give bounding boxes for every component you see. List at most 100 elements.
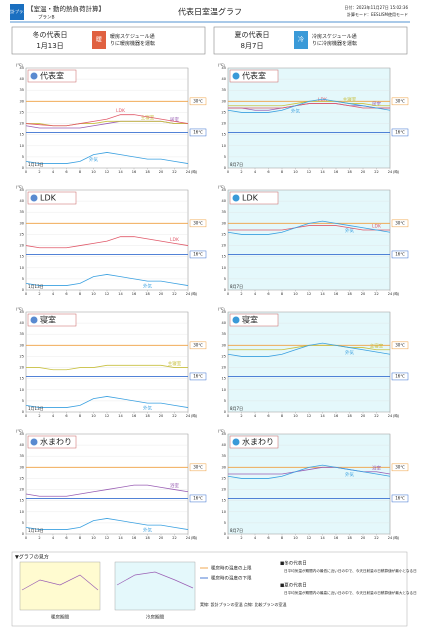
x-unit: (時) <box>191 535 198 540</box>
y-tick-label: 15 <box>222 377 226 381</box>
y-tick-label: 45 <box>222 310 226 314</box>
x-tick-label: 24 <box>186 536 191 540</box>
y-tick-label: 40 <box>20 321 24 325</box>
doc-title: 【室温・動的熱負荷計算】 <box>27 4 105 13</box>
series-line <box>227 342 391 357</box>
x-tick-label: 16 <box>334 536 338 540</box>
season-title: 夏の代表日 <box>235 30 270 39</box>
x-tick-label: 6 <box>267 170 269 174</box>
legend-title: ▼グラフの見方 <box>15 554 49 561</box>
x-tick-label: 10 <box>293 170 297 174</box>
y-tick-label: 5 <box>22 521 24 525</box>
y-tick-label: 30 <box>20 221 24 225</box>
x-tick-label: 4 <box>52 170 55 174</box>
x-tick-label: 22 <box>374 414 378 418</box>
y-tick-label: 20 <box>222 488 226 492</box>
x-tick-label: 0 <box>25 292 27 296</box>
x-tick-label: 18 <box>347 292 351 296</box>
x-tick-label: 10 <box>91 414 95 418</box>
y-unit: (℃) <box>16 63 23 67</box>
y-tick-label: 30 <box>20 99 24 103</box>
legend-sample-line <box>21 574 99 591</box>
x-tick-label: 18 <box>347 170 351 174</box>
day-label: 8月7日 <box>230 406 243 411</box>
room-icon <box>232 438 240 446</box>
ref-label: 16℃ <box>193 495 203 500</box>
x-tick-label: 16 <box>132 292 136 296</box>
panel-title-box <box>27 191 77 205</box>
y-tick-label: 40 <box>222 443 226 447</box>
ref-box <box>189 494 207 503</box>
x-tick-label: 22 <box>172 292 176 296</box>
x-tick-label: 20 <box>361 536 365 540</box>
x-tick-label: 22 <box>172 414 176 418</box>
x-tick-label: 0 <box>227 536 229 540</box>
season-icon-text: 暖 <box>96 36 102 44</box>
x-tick-label: 22 <box>374 170 378 174</box>
y-tick-label: 10 <box>20 510 24 514</box>
series-line <box>25 484 189 497</box>
series-line <box>227 98 391 113</box>
ref-box <box>391 219 409 228</box>
x-tick-label: 12 <box>105 414 109 418</box>
panel-title-box <box>27 69 77 83</box>
x-tick-label: 22 <box>374 292 378 296</box>
y-tick-label: 45 <box>222 188 226 192</box>
legend-footnote: 実線: 設計プランの室温 点線: 比較プランの室温 <box>200 601 287 607</box>
ref-label: 30℃ <box>395 464 405 469</box>
x-tick-label: 12 <box>307 414 311 418</box>
ref-box <box>391 97 409 106</box>
y-tick-label: 15 <box>222 133 226 137</box>
x-tick-label: 20 <box>361 414 365 418</box>
ref-label: 30℃ <box>395 342 405 347</box>
x-tick-label: 16 <box>334 292 338 296</box>
y-tick-label: 40 <box>20 77 24 81</box>
y-tick-label: 5 <box>22 399 24 403</box>
x-tick-label: 16 <box>334 170 338 174</box>
y-unit: (℃) <box>218 429 225 433</box>
y-tick-label: 20 <box>20 244 24 248</box>
plot-bg <box>25 67 189 169</box>
x-tick-label: 12 <box>307 292 311 296</box>
series-label: 浴室 <box>372 464 381 471</box>
x-tick-label: 0 <box>227 170 229 174</box>
ref-box <box>189 463 207 472</box>
series-label: LDK <box>372 224 382 230</box>
x-tick-label: 16 <box>132 536 136 540</box>
ref-box <box>189 128 207 137</box>
room-icon <box>30 72 38 80</box>
y-tick-label: 10 <box>222 510 226 514</box>
ref-label: 16℃ <box>193 129 203 134</box>
x-unit: (時) <box>191 413 198 418</box>
x-unit: (時) <box>393 413 400 418</box>
y-tick-label: 20 <box>222 122 226 126</box>
y-tick-label: 30 <box>20 343 24 347</box>
series-label: 外気 <box>345 349 354 356</box>
x-tick-label: 2 <box>240 536 242 540</box>
y-tick-label: 35 <box>222 88 226 92</box>
season-title: 冬の代表日 <box>33 30 68 39</box>
x-tick-label: 20 <box>159 414 163 418</box>
season-box <box>213 26 408 55</box>
room-icon <box>30 438 38 446</box>
series-line <box>227 464 391 479</box>
badge <box>10 4 24 20</box>
x-tick-label: 0 <box>227 414 229 418</box>
y-tick-label: 30 <box>20 465 24 469</box>
legend-sample-summer <box>114 561 196 611</box>
x-tick-label: 12 <box>105 536 109 540</box>
x-tick-label: 6 <box>267 292 269 296</box>
ref-label: 16℃ <box>395 129 405 134</box>
ref-box <box>189 219 207 228</box>
ref-box <box>391 341 409 350</box>
y-tick-label: 25 <box>20 110 24 114</box>
y-tick-label: 45 <box>20 188 24 192</box>
x-tick-label: 24 <box>388 536 393 540</box>
x-tick-label: 20 <box>159 536 163 540</box>
series-line <box>228 103 390 109</box>
y-tick-label: 40 <box>222 321 226 325</box>
